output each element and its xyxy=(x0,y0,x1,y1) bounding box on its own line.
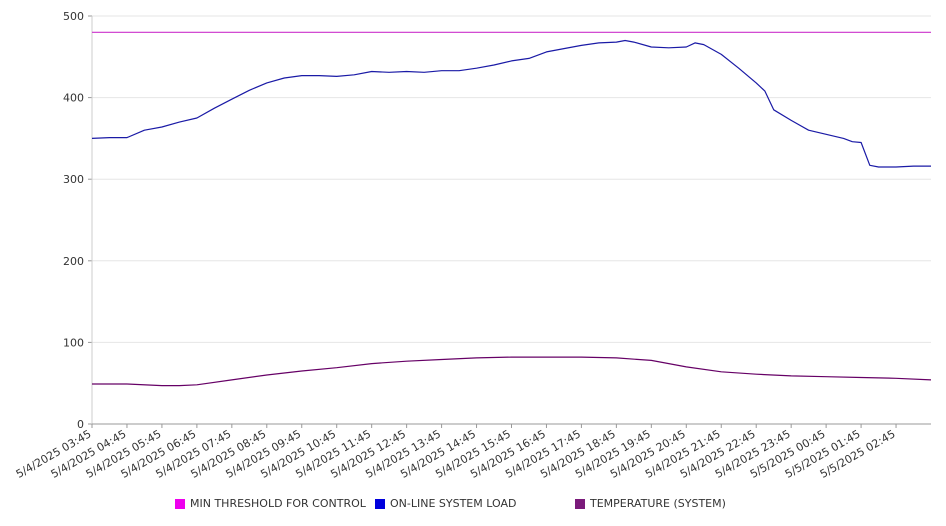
series-line-1 xyxy=(91,39,931,168)
series-line-2 xyxy=(92,356,932,387)
y-tick-label: 0 xyxy=(77,418,84,431)
y-tick-label: 500 xyxy=(63,10,84,23)
axis-layer xyxy=(88,15,931,428)
y-tick-label: 200 xyxy=(63,255,84,268)
y-tick-label: 100 xyxy=(63,336,84,349)
y-tick-labels: 0 100 200 300 400 500 xyxy=(63,10,84,431)
series-layer xyxy=(91,31,932,387)
x-tick-labels: 5/4/2025 03:455/4/2025 04:455/4/2025 05:… xyxy=(14,427,898,481)
y-tick-label: 300 xyxy=(63,173,84,186)
legend-swatch xyxy=(375,498,385,509)
legend-label: TEMPERATURE (SYSTEM) xyxy=(590,497,726,510)
legend-label: MIN THRESHOLD FOR CONTROL xyxy=(190,497,366,510)
line-chart: 5/4/2025 03:455/4/2025 04:455/4/2025 05:… xyxy=(14,10,932,481)
y-tick-label: 400 xyxy=(63,92,84,105)
legend: MIN THRESHOLD FOR CONTROL ON-LINE SYSTEM … xyxy=(0,497,946,517)
legend-label: ON-LINE SYSTEM LOAD xyxy=(390,497,517,510)
legend-item[interactable]: MIN THRESHOLD FOR CONTROL xyxy=(175,497,366,510)
legend-item[interactable]: ON-LINE SYSTEM LOAD xyxy=(375,497,516,510)
legend-swatch xyxy=(575,498,585,509)
legend-swatch xyxy=(175,498,185,509)
grid-layer xyxy=(92,15,931,343)
legend-item[interactable]: TEMPERATURE (SYSTEM) xyxy=(575,497,726,510)
